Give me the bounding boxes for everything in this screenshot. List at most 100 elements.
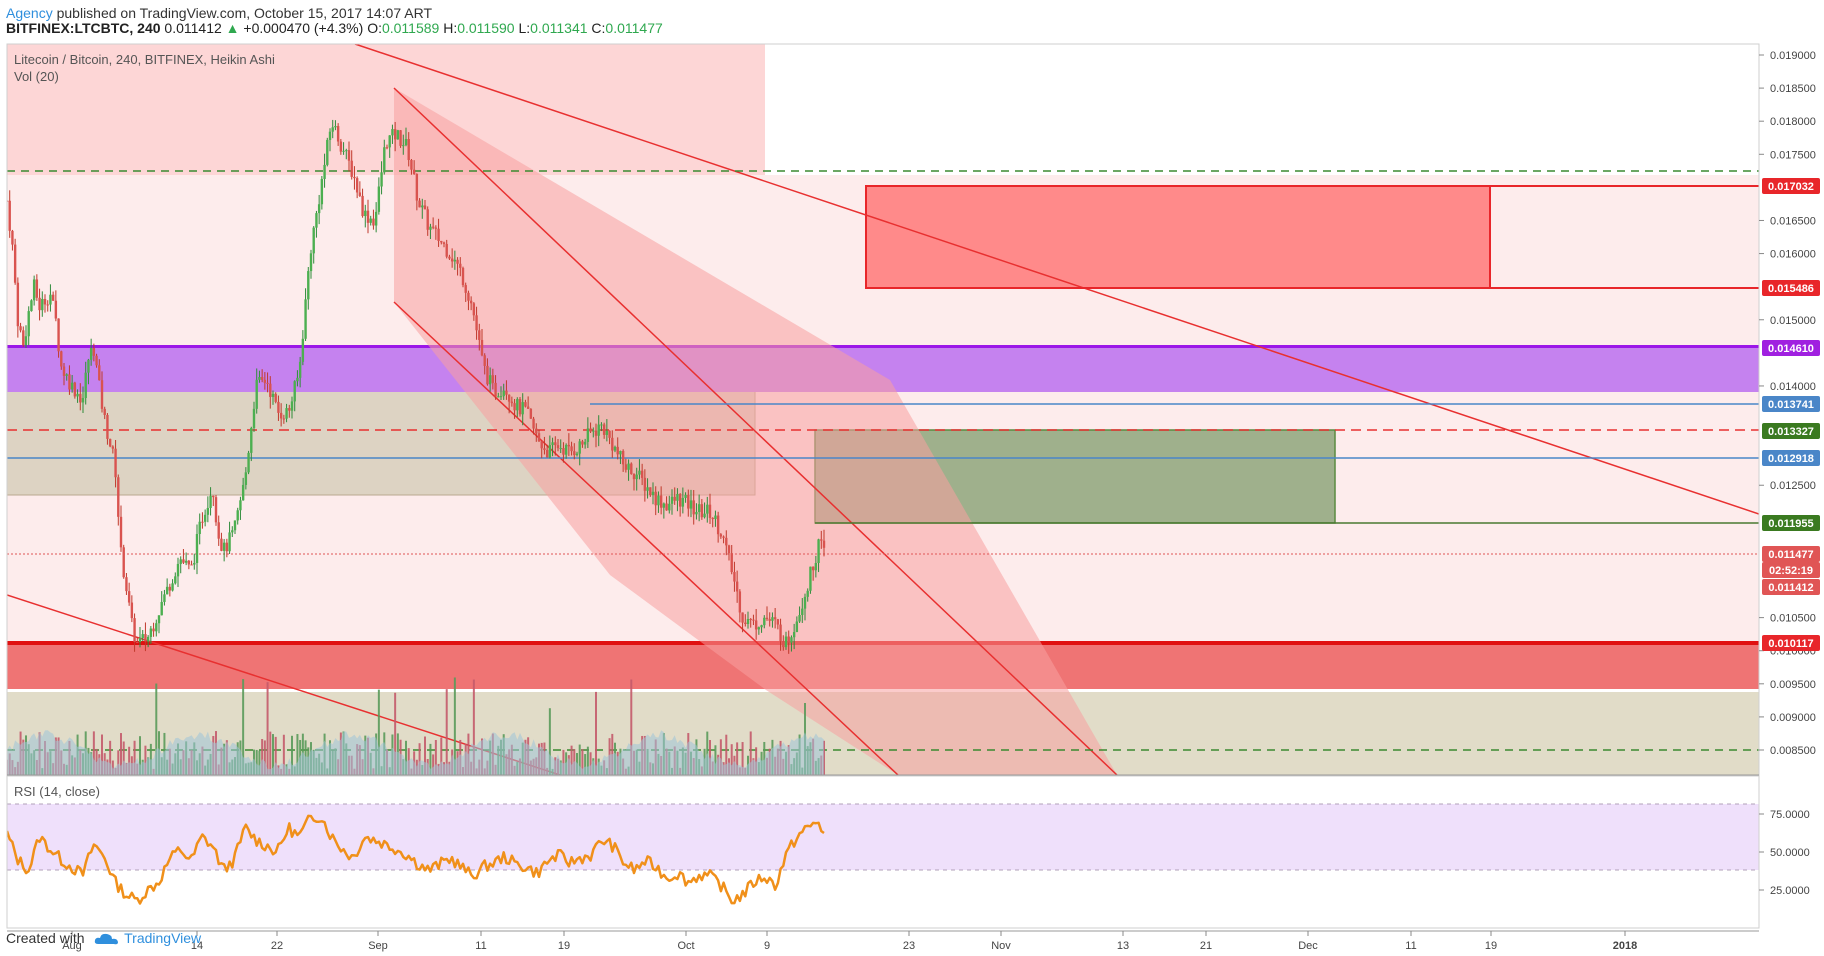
candle-body <box>415 174 419 201</box>
candle-body <box>65 374 68 376</box>
rsi-band <box>7 804 1759 870</box>
candle-body <box>537 433 541 442</box>
volume-bar <box>101 734 103 775</box>
candle-body <box>323 164 326 179</box>
candle-body <box>583 441 587 445</box>
candle-body <box>757 627 761 630</box>
candle-body <box>70 382 74 390</box>
candle-body <box>611 437 614 451</box>
candle-body <box>130 602 134 619</box>
candle-body <box>507 394 511 402</box>
candle-body <box>106 414 109 439</box>
candle-body <box>602 424 606 435</box>
candle-body <box>784 636 788 648</box>
candle-body <box>727 545 731 554</box>
candle-body <box>453 259 457 262</box>
price-label-badge <box>1762 546 1820 562</box>
candle-body <box>73 382 77 397</box>
candle-body <box>68 374 71 390</box>
volume-bar <box>709 740 711 775</box>
candle-body <box>182 559 185 563</box>
candle-body <box>643 477 647 491</box>
candle-body <box>41 298 44 311</box>
candle-body <box>703 513 706 518</box>
candle-body <box>217 522 220 539</box>
candle-body <box>391 129 394 136</box>
candle-body <box>11 230 14 245</box>
candle-body <box>225 542 229 552</box>
candle-body <box>616 446 619 455</box>
candle-body <box>146 636 150 642</box>
candle-body <box>678 493 682 507</box>
volume-bar <box>578 744 581 775</box>
candle-body <box>434 227 438 229</box>
candle-body <box>467 292 470 301</box>
candle-body <box>426 209 429 230</box>
volume-bar <box>714 745 717 775</box>
volume-label: Vol (20) <box>14 69 59 84</box>
candle-body <box>700 504 704 518</box>
candle-body <box>779 624 782 642</box>
volume-bar <box>472 679 475 775</box>
candle-body <box>152 628 155 632</box>
candle-body <box>657 495 660 506</box>
candle-body <box>89 348 93 360</box>
candle-body <box>445 243 448 257</box>
candle-body <box>570 446 573 452</box>
resistance-zone-top <box>7 44 765 175</box>
candle-body <box>361 195 364 217</box>
candle-body <box>260 377 264 380</box>
volume-bar <box>274 736 277 775</box>
price-label-text: 0.011477 <box>1768 549 1813 561</box>
candle-body <box>684 494 687 498</box>
candle-body <box>247 452 250 473</box>
rsi-tick-label: 25.0000 <box>1770 885 1810 897</box>
time-tick-label: 21 <box>1200 940 1212 952</box>
rsi-axis[interactable]: 75.0000 50.0000 25.0000 <box>1759 809 1810 897</box>
price-label-text: 0.012918 <box>1768 453 1814 465</box>
price-label-text: 0.013327 <box>1768 426 1814 438</box>
agency-link[interactable]: Agency <box>6 5 53 21</box>
candle-body <box>304 299 307 339</box>
candle-body <box>60 351 63 367</box>
volume-bar <box>730 744 733 775</box>
candle-body <box>469 300 473 304</box>
candle-body <box>689 500 693 509</box>
candle-body <box>222 542 226 551</box>
candle-body <box>212 495 215 498</box>
candle-body <box>285 408 288 419</box>
price-label-text: 0.011412 <box>1768 582 1813 594</box>
candle-body <box>478 330 481 340</box>
candle-body <box>201 521 204 523</box>
candle-body <box>30 300 33 312</box>
candle-body <box>49 294 52 305</box>
time-axis[interactable]: Aug 14 22 Sep 11 19 Oct 9 23 Nov 13 21 Dec 11 19 2018 <box>62 931 1637 952</box>
volume-bar <box>763 741 766 775</box>
candle-body <box>817 539 820 563</box>
candle-body <box>719 534 723 537</box>
candle-body <box>673 496 676 501</box>
candle-body <box>81 398 85 403</box>
volume-bar <box>95 748 98 775</box>
candle-body <box>57 318 60 352</box>
candle-body <box>100 380 104 409</box>
time-tick-label: 13 <box>1117 940 1129 952</box>
candle-body <box>431 226 435 228</box>
volume-bar <box>749 731 752 775</box>
candle-body <box>241 484 245 501</box>
candle-body <box>659 495 663 508</box>
time-tick-label: 9 <box>764 940 770 952</box>
candle-body <box>803 596 807 609</box>
tradingview-link[interactable]: TradingView <box>124 930 202 946</box>
price-label-text: 0.013741 <box>1768 399 1814 411</box>
volume-bar <box>261 739 264 775</box>
time-tick-label: Oct <box>677 940 694 952</box>
symbol-info-bar: BITFINEX:LTCBTC, 240 0.011412 ▲ +0.00047… <box>6 20 663 36</box>
open-label: O: <box>367 20 382 36</box>
price-axis[interactable]: 0.019000 0.018500 0.018000 0.017500 0.016500… <box>1759 50 1816 757</box>
candle-body <box>589 428 592 432</box>
price-tick-label: 0.010500 <box>1770 613 1816 625</box>
candle-body <box>450 258 454 262</box>
candle-body <box>98 365 101 381</box>
